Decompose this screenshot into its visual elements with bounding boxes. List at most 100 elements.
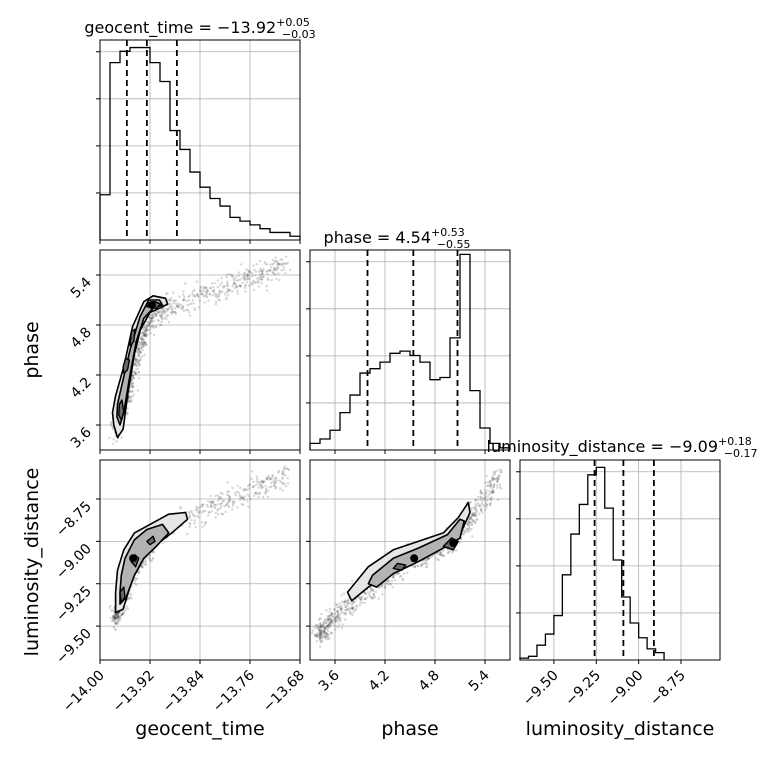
sample-point xyxy=(284,255,288,258)
sample-point xyxy=(113,621,117,624)
sample-point xyxy=(489,486,493,489)
x-tick-label-luminosity_distance: −9.00 xyxy=(605,668,647,710)
sample-point xyxy=(262,481,265,484)
sample-point xyxy=(268,486,271,489)
sample-point xyxy=(136,389,139,392)
sample-point xyxy=(227,289,230,292)
sample-point xyxy=(141,328,145,331)
sample-point xyxy=(113,616,116,619)
sample-point xyxy=(131,375,134,378)
sample-point xyxy=(496,486,499,490)
sample-point xyxy=(281,477,284,480)
sample-point xyxy=(246,275,250,278)
sample-point xyxy=(272,272,275,275)
sample-point xyxy=(145,328,148,331)
sample-point xyxy=(136,362,139,366)
sample-point xyxy=(143,341,147,345)
sample-point xyxy=(137,358,140,361)
sample-point xyxy=(344,608,347,612)
sample-point xyxy=(112,617,116,621)
sample-point xyxy=(254,274,257,277)
sample-point xyxy=(277,265,280,269)
sample-point xyxy=(249,271,252,274)
sample-point xyxy=(280,258,284,262)
sample-point xyxy=(243,271,246,274)
sample-point xyxy=(139,358,142,362)
sample-point xyxy=(160,311,163,315)
sample-point xyxy=(191,299,194,302)
sample-point xyxy=(259,267,262,270)
sample-point xyxy=(208,287,212,290)
sample-point xyxy=(266,289,269,292)
sample-point xyxy=(281,489,284,492)
sample-point xyxy=(257,480,261,484)
sample-point xyxy=(271,270,274,273)
sample-point xyxy=(116,616,120,619)
sample-point xyxy=(236,292,239,295)
sample-point xyxy=(282,268,286,271)
sample-point xyxy=(138,350,141,354)
sample-point xyxy=(266,269,269,272)
sample-point xyxy=(131,395,134,398)
sample-point xyxy=(148,557,152,560)
sample-point xyxy=(226,284,229,287)
sample-point xyxy=(134,358,137,361)
sample-point xyxy=(245,281,248,284)
sample-point xyxy=(207,514,210,517)
sample-point xyxy=(490,480,493,483)
sample-point xyxy=(214,504,217,507)
sample-point xyxy=(136,367,139,370)
sample-point xyxy=(206,289,209,293)
sample-point xyxy=(108,436,111,440)
sample-point xyxy=(243,274,246,277)
x-tick-label-geocent_time: −13.76 xyxy=(210,667,258,715)
sample-point xyxy=(135,583,138,586)
sample-point xyxy=(274,476,277,480)
sample-point xyxy=(273,268,276,272)
sample-point xyxy=(202,509,205,513)
sample-point xyxy=(136,351,140,354)
y-tick-label-luminosity_distance: −9.00 xyxy=(53,541,95,583)
sample-point xyxy=(471,513,474,516)
sample-point xyxy=(143,328,147,331)
sample-point xyxy=(190,511,194,514)
sample-point xyxy=(133,362,137,365)
y-tick-label-luminosity_distance: −8.75 xyxy=(53,498,95,540)
sample-point xyxy=(114,617,117,620)
sample-point xyxy=(197,516,200,519)
sample-point xyxy=(150,325,153,328)
sample-point xyxy=(231,284,234,288)
sample-point xyxy=(160,318,164,321)
sample-point xyxy=(284,474,287,477)
sample-point xyxy=(224,510,227,514)
sample-point xyxy=(264,489,268,492)
sample-point xyxy=(270,481,273,485)
sample-point xyxy=(227,490,230,493)
sample-point xyxy=(148,559,152,562)
sample-point xyxy=(372,593,375,596)
sample-point xyxy=(218,298,222,302)
sample-point xyxy=(142,562,145,565)
sample-point xyxy=(390,579,393,583)
sample-point xyxy=(248,495,251,498)
sample-point xyxy=(212,289,216,292)
x-tick-label-phase: 4.8 xyxy=(416,668,443,695)
sample-point xyxy=(332,608,336,611)
sample-point xyxy=(151,558,154,561)
sample-point xyxy=(488,504,492,507)
sample-point xyxy=(269,266,273,269)
sample-point xyxy=(225,273,228,276)
sample-point xyxy=(233,286,237,290)
sample-point xyxy=(244,284,247,287)
sample-point xyxy=(151,314,154,317)
sample-point xyxy=(140,339,144,342)
sample-point xyxy=(220,276,223,280)
sample-point xyxy=(464,529,467,533)
sample-point xyxy=(239,284,242,288)
sample-point xyxy=(203,523,206,527)
sample-point xyxy=(319,622,322,625)
sample-point xyxy=(231,502,234,506)
sample-point xyxy=(187,299,190,302)
sample-point xyxy=(243,275,246,278)
x-tick-label-phase: 5.4 xyxy=(466,667,493,694)
